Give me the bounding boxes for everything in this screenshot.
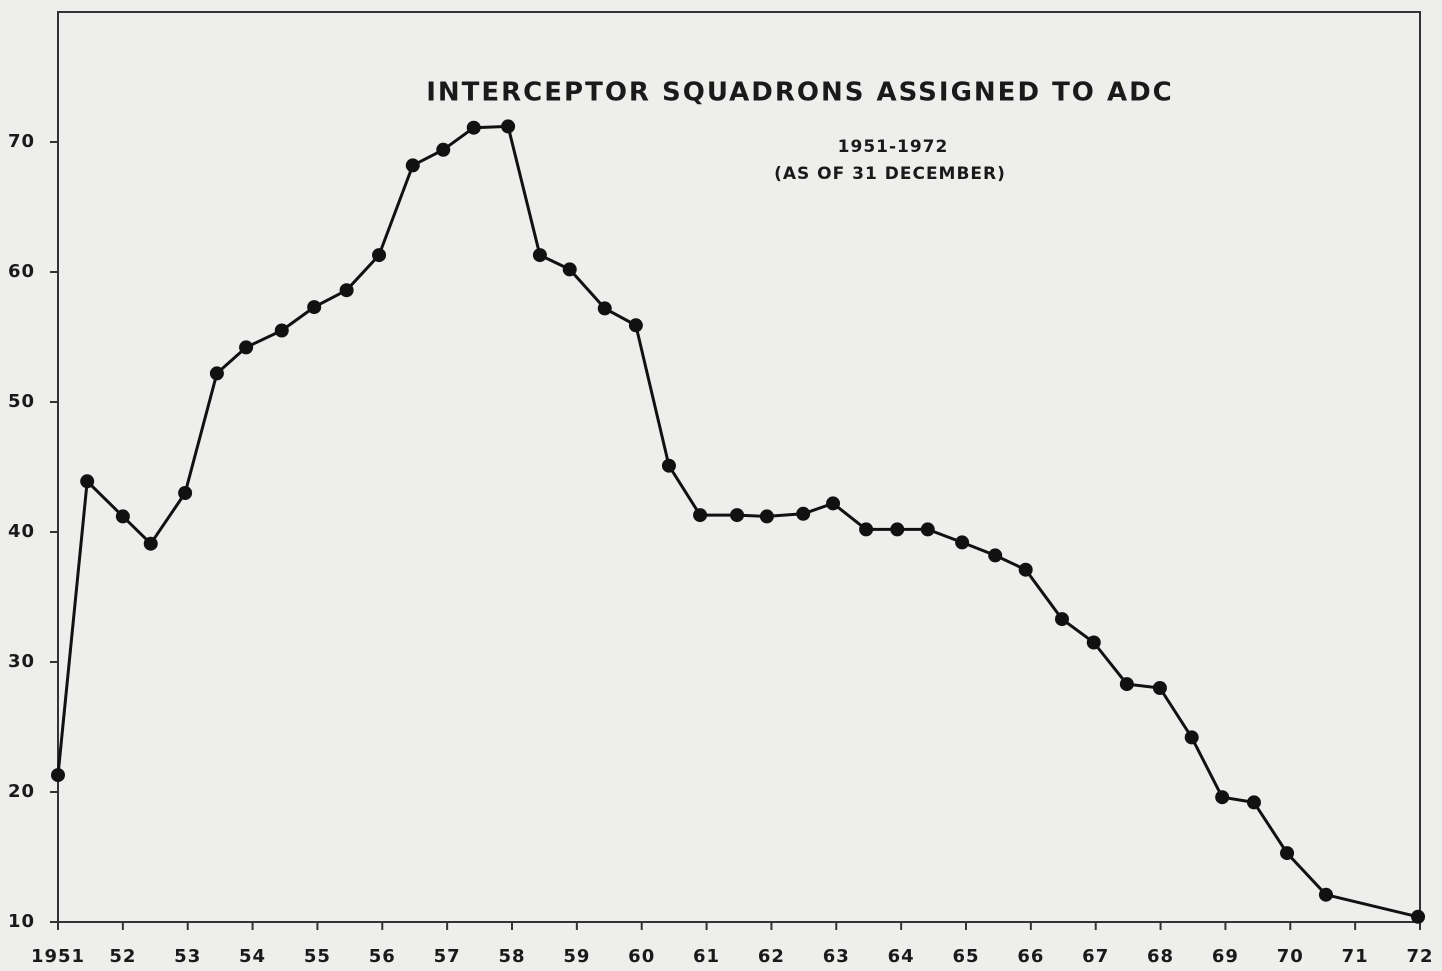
y-tick-label: 30 [8, 651, 35, 672]
data-point [1318, 887, 1333, 902]
data-point [339, 283, 354, 298]
x-tick-label: 65 [952, 946, 979, 967]
chart-title: INTERCEPTOR SQUADRONS ASSIGNED TO ADC [426, 78, 1174, 108]
data-point [466, 120, 481, 135]
data-point [796, 506, 811, 521]
chart-subtitle: (AS OF 31 DECEMBER) [774, 164, 1006, 184]
data-point [1411, 909, 1426, 924]
data-point [436, 142, 451, 157]
x-tick-label: 59 [563, 946, 590, 967]
data-point [955, 535, 970, 550]
x-tick-label: 62 [758, 946, 785, 967]
x-tick-label: 1951 [31, 946, 85, 967]
data-point [51, 768, 65, 783]
x-tick-label: 72 [1406, 946, 1433, 967]
data-point [759, 509, 774, 524]
data-point [1152, 681, 1167, 695]
data-point [178, 486, 193, 500]
data-point [307, 300, 322, 315]
x-tick-label: 60 [628, 946, 655, 967]
data-point [628, 318, 643, 333]
y-tick-label: 10 [8, 911, 35, 932]
x-tick-label: 53 [174, 946, 201, 967]
y-tick-label: 20 [8, 781, 35, 802]
y-tick-label: 60 [8, 261, 35, 282]
data-point [501, 119, 516, 134]
x-tick-label: 61 [693, 946, 720, 967]
data-point [115, 509, 130, 524]
data-point [1215, 790, 1230, 805]
data-point [209, 366, 224, 381]
data-point [1086, 635, 1101, 650]
x-tick-label: 69 [1212, 946, 1239, 967]
data-point [1054, 612, 1069, 627]
data-point [730, 508, 745, 523]
data-point [693, 508, 708, 523]
data-point [143, 536, 158, 551]
data-point [826, 496, 841, 511]
y-tick-label: 70 [8, 131, 35, 152]
y-tick-label: 40 [8, 521, 35, 542]
data-point [1119, 677, 1134, 692]
x-tick-label: 66 [1017, 946, 1044, 967]
data-point [1184, 730, 1199, 745]
chart-subtitle: 1951-1972 [838, 137, 949, 157]
data-point [562, 262, 577, 277]
data-point [859, 522, 874, 537]
data-point [1280, 846, 1295, 861]
x-tick-label: 64 [888, 946, 915, 967]
data-point [1246, 795, 1261, 810]
data-point [661, 458, 676, 473]
data-point [80, 474, 95, 489]
x-tick-label: 52 [109, 946, 136, 967]
plot-frame [57, 11, 1421, 923]
x-tick-label: 55 [304, 946, 331, 967]
x-tick-label: 56 [369, 946, 396, 967]
x-tick-label: 68 [1147, 946, 1174, 967]
data-point [239, 340, 254, 355]
data-point [597, 301, 612, 316]
x-tick-label: 67 [1082, 946, 1109, 967]
data-point [532, 248, 547, 263]
x-tick-label: 71 [1342, 946, 1369, 967]
data-point [920, 522, 935, 537]
x-tick-label: 54 [239, 946, 266, 967]
data-point [1018, 562, 1033, 577]
x-tick-label: 70 [1277, 946, 1304, 967]
x-tick-label: 58 [498, 946, 525, 967]
data-point [988, 548, 1003, 563]
x-tick-label: 63 [823, 946, 850, 967]
data-point [372, 248, 387, 263]
x-tick-label: 57 [434, 946, 461, 967]
data-point [274, 323, 289, 338]
data-point [405, 158, 420, 173]
y-tick-label: 50 [8, 391, 35, 412]
data-point [890, 522, 905, 537]
